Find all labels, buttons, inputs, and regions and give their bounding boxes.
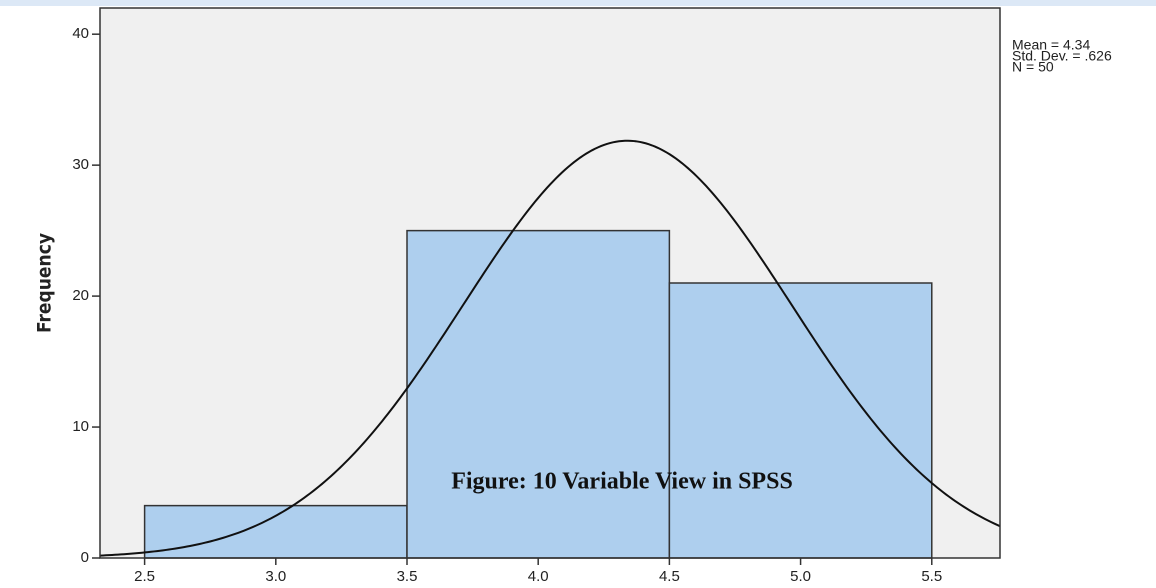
x-tick-label: 3.5 [397, 568, 418, 585]
figure-caption: Figure: 10 Variable View in SPSS [451, 469, 793, 495]
x-tick-label: 5.5 [921, 568, 942, 585]
x-tick-label: 2.5 [134, 568, 155, 585]
stat-label: Mean = 4.34 [1012, 37, 1090, 53]
bar [668, 282, 933, 559]
plot-frame [99, 7, 1001, 559]
bar [406, 229, 671, 559]
y-tick-label: 10 [72, 418, 89, 435]
x-tick-label: 4.5 [659, 568, 680, 585]
stat-label: Std. Dev. = .626 [1012, 48, 1112, 64]
y-tick-label: 30 [72, 156, 89, 173]
normal-curve [99, 139, 1001, 557]
y-tick-label: 20 [72, 287, 89, 304]
top-strip [0, 0, 1156, 6]
y-tick-label: 40 [72, 25, 89, 42]
stat-label: N = 50 [1012, 59, 1054, 75]
x-tick-label: 5.0 [790, 568, 811, 585]
bar [143, 504, 408, 559]
y-axis-label: Frequency [34, 233, 56, 333]
x-tick-label: 3.0 [265, 568, 286, 585]
x-tick-label: 4.0 [528, 568, 549, 585]
y-tick-label: 0 [81, 549, 89, 566]
